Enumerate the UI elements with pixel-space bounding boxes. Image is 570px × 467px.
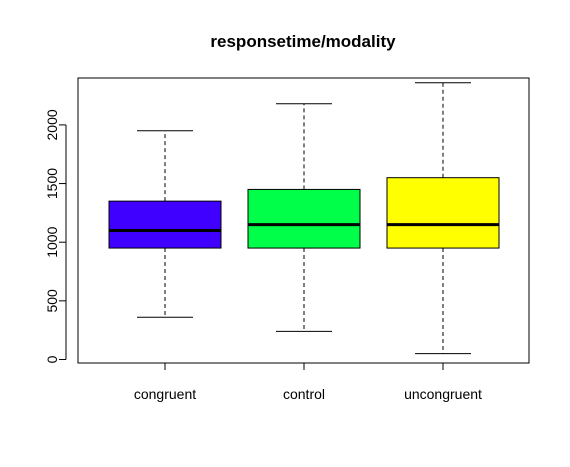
y-tick-label-0: 0 [44,355,60,363]
y-tick-label-1000: 1000 [44,226,60,257]
chart-title: responsetime/modality [210,32,396,51]
y-axis: 0 500 1000 1500 2000 [44,109,67,363]
iqr-box-congruent [108,200,222,249]
box-congruent [108,130,222,318]
x-tick-label-congruent: congruent [134,386,196,402]
boxes-group [108,82,500,355]
y-tick-label-2000: 2000 [44,109,60,140]
x-tick-label-control: control [283,386,325,402]
iqr-box-uncongruent [386,177,500,249]
x-tick-label-uncongruent: uncongruent [404,386,482,402]
box-control [247,103,361,332]
y-tick-label-500: 500 [44,289,60,313]
y-tick-label-1500: 1500 [44,168,60,199]
iqr-box-control [247,188,361,249]
x-axis: congruent control uncongruent [134,362,482,402]
box-uncongruent [386,82,500,355]
